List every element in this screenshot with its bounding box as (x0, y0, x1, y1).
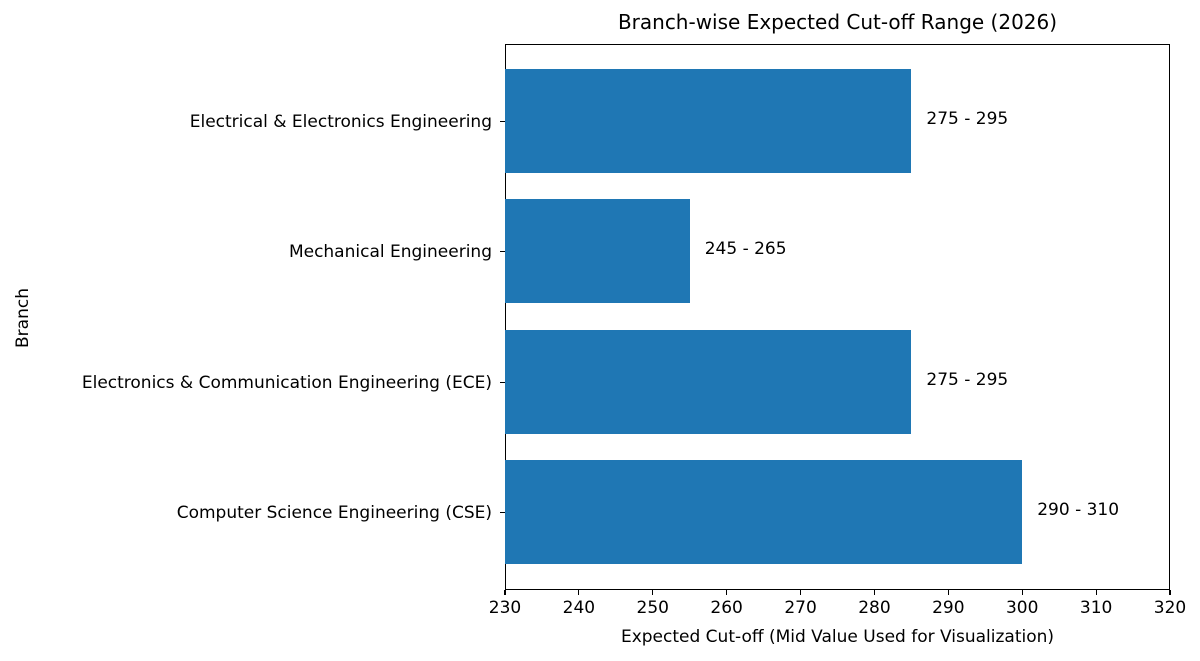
y-tick (500, 251, 505, 253)
x-tick-label: 320 (1153, 598, 1187, 618)
bar (505, 69, 912, 173)
x-tick-label: 300 (1005, 598, 1039, 618)
bar-value-label: 290 - 310 (1037, 500, 1120, 520)
x-tick (799, 590, 802, 595)
bar-value-label: 245 - 265 (704, 239, 787, 259)
chart-title: Branch-wise Expected Cut-off Range (2026… (617, 10, 1058, 34)
y-tick (500, 382, 505, 384)
bar (505, 460, 1023, 564)
x-tick-label: 250 (636, 598, 669, 618)
x-tick-label: 260 (710, 598, 743, 618)
x-tick-label: 230 (488, 598, 522, 618)
y-tick-label: Mechanical Engineering (288, 242, 492, 262)
x-axis-label: Expected Cut-off (Mid Value Used for Vis… (620, 627, 1055, 647)
x-tick (504, 590, 506, 595)
y-tick-label: Electrical & Electronics Engineering (189, 112, 492, 132)
bar (505, 199, 690, 303)
x-tick (652, 590, 654, 595)
x-tick-label: 290 (932, 598, 965, 618)
bar-value-label: 275 - 295 (926, 109, 1009, 129)
x-tick (873, 590, 876, 595)
x-tick-label: 280 (858, 598, 891, 618)
y-tick-label: Computer Science Engineering (CSE) (176, 503, 492, 523)
y-tick (500, 512, 505, 514)
x-tick (1021, 590, 1023, 595)
x-tick-label: 310 (1079, 598, 1113, 618)
x-tick (726, 590, 728, 595)
plot-area (505, 44, 1170, 590)
x-tick-label: 240 (562, 598, 596, 618)
x-tick (578, 590, 580, 595)
x-tick (947, 590, 949, 595)
bar-value-label: 275 - 295 (926, 370, 1009, 390)
x-tick (1169, 590, 1171, 595)
y-tick-label: Electronics & Communication Engineering … (81, 373, 492, 393)
bar (505, 330, 912, 434)
x-tick (1095, 590, 1097, 595)
x-tick-label: 270 (784, 598, 817, 618)
y-axis-label: Branch (13, 288, 33, 348)
y-tick (500, 121, 505, 123)
